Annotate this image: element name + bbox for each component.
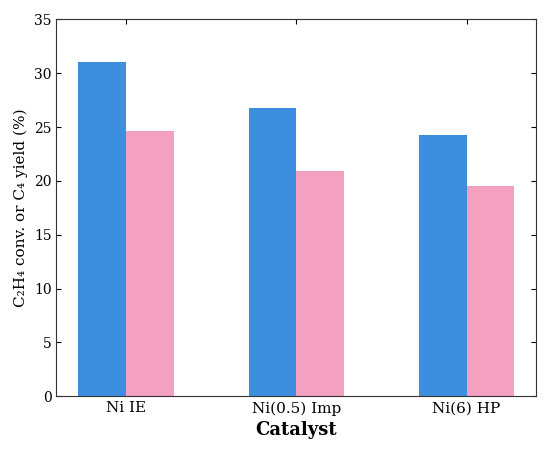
Y-axis label: C₂H₄ conv. or C₄ yield (%): C₂H₄ conv. or C₄ yield (%)	[14, 109, 28, 307]
Bar	[78, 63, 126, 396]
Bar	[296, 171, 344, 396]
Bar	[126, 131, 174, 396]
Bar	[466, 186, 514, 396]
Bar	[249, 108, 296, 396]
Bar	[419, 135, 466, 396]
X-axis label: Catalyst: Catalyst	[255, 421, 337, 439]
